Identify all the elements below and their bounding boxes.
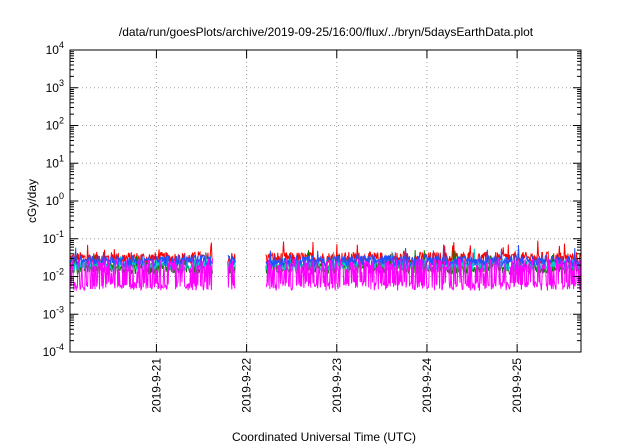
chart-title: /data/run/goesPlots/archive/2019-09-25/1…	[119, 25, 534, 39]
y-tick-label: 103	[46, 78, 64, 95]
y-tick-label: 10-4	[43, 342, 64, 359]
y-axis-title: cGy/day	[25, 179, 39, 223]
y-tick-labels: 10-4 10-3 10-2 10-1 100 101 102 103 104	[43, 40, 64, 359]
y-tick-label: 10-2	[43, 267, 64, 284]
series-line-3	[69, 244, 582, 269]
y-tick-label: 10-1	[43, 229, 64, 246]
data-series	[69, 240, 582, 292]
y-tick-label: 100	[46, 191, 64, 208]
x-tick-labels: 2019-9-21 2019-9-22 2019-9-23 2019-9-24 2019…	[149, 358, 524, 413]
series-line-4	[69, 256, 582, 292]
x-tick-label: 2019-9-24	[420, 358, 434, 413]
x-tick-label: 2019-9-25	[510, 358, 524, 413]
x-tick-label: 2019-9-22	[240, 358, 254, 413]
y-tick-label: 101	[46, 153, 64, 170]
y-tick-label: 10-3	[43, 304, 64, 321]
y-tick-label: 104	[46, 40, 64, 57]
x-axis-title: Coordinated Universal Time (UTC)	[232, 430, 416, 444]
x-tick-label: 2019-9-23	[330, 358, 344, 413]
x-tick-label: 2019-9-21	[149, 358, 163, 413]
axis-ticks	[70, 49, 581, 353]
y-tick-label: 102	[46, 116, 64, 133]
